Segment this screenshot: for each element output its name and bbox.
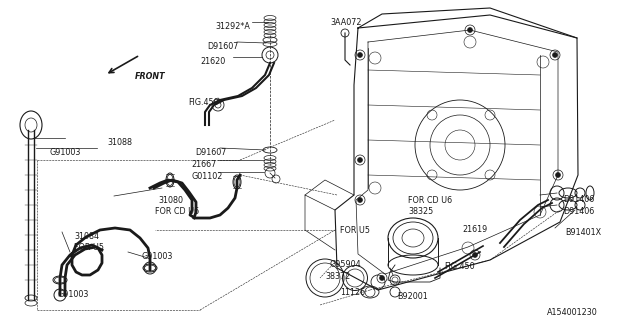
Circle shape <box>358 157 362 163</box>
Text: G01102: G01102 <box>191 172 222 181</box>
Circle shape <box>552 52 557 58</box>
Text: FOR U5: FOR U5 <box>74 243 104 252</box>
Text: FIG.450: FIG.450 <box>188 98 219 107</box>
Text: FRONT: FRONT <box>135 72 166 81</box>
Text: 31088: 31088 <box>107 138 132 147</box>
Text: 31080: 31080 <box>158 196 183 205</box>
Text: G91003: G91003 <box>57 290 88 299</box>
Text: 31292*A: 31292*A <box>215 22 250 31</box>
Circle shape <box>358 52 362 58</box>
Text: 11126: 11126 <box>340 288 365 297</box>
Text: FOR U5: FOR U5 <box>340 226 370 235</box>
Text: D91406: D91406 <box>563 195 595 204</box>
Text: G91003: G91003 <box>142 252 173 261</box>
Circle shape <box>556 172 561 178</box>
Text: 21619: 21619 <box>462 225 487 234</box>
Text: FIG.450: FIG.450 <box>444 262 475 271</box>
Text: 21620: 21620 <box>200 57 225 66</box>
Text: FOR CD U6: FOR CD U6 <box>155 207 199 216</box>
Text: A154001230: A154001230 <box>547 308 598 317</box>
Text: 3AA072: 3AA072 <box>330 18 362 27</box>
Text: D91607: D91607 <box>195 148 227 157</box>
Text: G95904: G95904 <box>330 260 362 269</box>
Circle shape <box>467 28 472 33</box>
Text: 21667: 21667 <box>191 160 216 169</box>
Text: D91607: D91607 <box>207 42 238 51</box>
Text: G91003: G91003 <box>49 148 81 157</box>
Text: 31084: 31084 <box>74 232 99 241</box>
Text: B92001: B92001 <box>397 292 428 301</box>
Circle shape <box>472 252 477 258</box>
Circle shape <box>358 197 362 203</box>
Text: B91401X: B91401X <box>565 228 601 237</box>
Text: 38372: 38372 <box>325 272 350 281</box>
Text: FOR CD U6: FOR CD U6 <box>408 196 452 205</box>
Circle shape <box>380 276 385 281</box>
Text: 38325: 38325 <box>408 207 433 216</box>
Text: D91406: D91406 <box>563 207 595 216</box>
